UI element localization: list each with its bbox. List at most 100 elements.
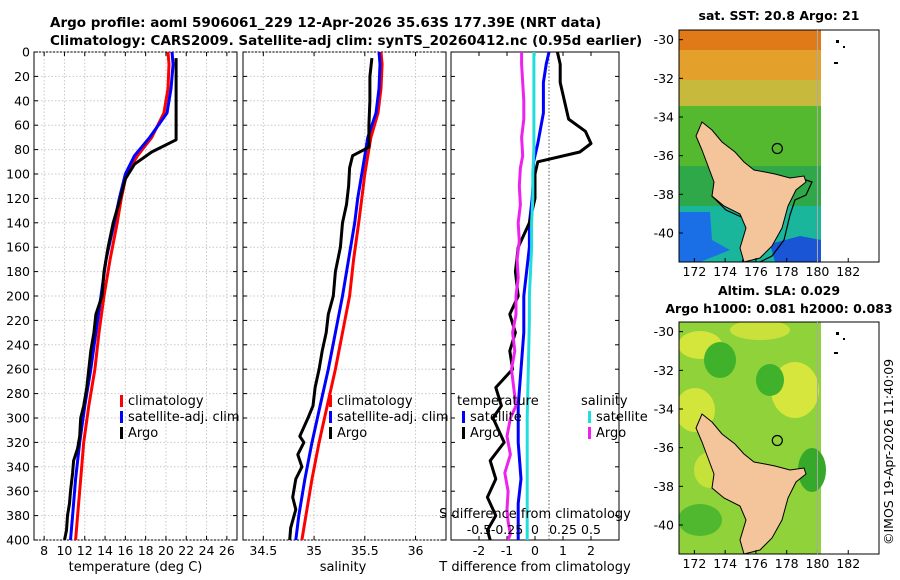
legend-label-climatology: climatology (128, 394, 204, 409)
map-y-tick-label: -40 (654, 518, 674, 533)
map-x-tick-label: 180 (806, 556, 830, 571)
map-y-tick-label: -40 (654, 226, 674, 241)
y-tick-label: 20 (14, 69, 30, 84)
temperature-ticks: 0 20 40 60 80 100 120 140 160 180 200 220 240 260 280 3… (6, 45, 237, 558)
salinity-difference-tick-label: 0.5 (581, 522, 601, 537)
legend-swatch-satellite-adj (120, 411, 123, 423)
x-tick-label: 12 (77, 543, 93, 558)
x-tick-label: 18 (138, 543, 154, 558)
map-y-tick-label: -36 (654, 148, 674, 163)
legend-label-satellite-adj: satellite-adj. clim (337, 410, 449, 425)
x-tick-label: 1 (559, 543, 567, 558)
series-line-climatology (74, 52, 171, 540)
sla-map: Altim. SLA: 0.029 Argo h1000: 0.081 h200… (654, 283, 893, 571)
sla-map-content (679, 322, 845, 554)
difference-panel: -2 -1 0 1 2 S difference from climatology -0… (438, 51, 648, 575)
map-y-tick-label: -38 (654, 187, 674, 202)
map-y-tick-label: -34 (654, 402, 674, 417)
legend-swatch-salinity-satellite (588, 411, 591, 423)
legend-label-satellite-adj: satellite-adj. clim (128, 410, 240, 425)
sla-anomaly (679, 504, 722, 536)
salinity-grid (243, 51, 446, 541)
difference-legend: temperature satellite Argo salinity sate… (457, 394, 648, 441)
x-tick-label: 14 (97, 543, 113, 558)
x-tick-label: -2 (473, 543, 485, 558)
difference-xlabel-salinity: S difference from climatology (439, 507, 631, 522)
map-y-tick-label: -36 (654, 440, 674, 455)
y-tick-label: 260 (6, 362, 30, 377)
y-tick-label: 60 (14, 118, 30, 133)
x-tick-label: 16 (117, 543, 133, 558)
y-tick-label: 160 (6, 240, 30, 255)
legend-label-temperature-argo: Argo (470, 426, 500, 441)
salinity-difference-tick-label: -0.5 (467, 522, 491, 537)
temperature-grid (34, 51, 237, 541)
legend-label-argo: Argo (337, 426, 367, 441)
y-tick-label: 140 (6, 215, 30, 230)
map-y-tick-label: -32 (654, 71, 674, 86)
sst-map-title: sat. SST: 20.8 Argo: 21 (699, 8, 860, 23)
sst-map-content (679, 30, 845, 262)
map-x-tick-label: 174 (713, 556, 737, 571)
map-y-tick-label: -34 (654, 110, 674, 125)
y-tick-label: 360 (6, 484, 30, 499)
salinity-panel: 34.5 35 35.5 36 salinity climatology satell… (242, 51, 449, 575)
float-position-marker (771, 434, 783, 447)
difference-lines (485, 52, 593, 540)
salinity-ticks: 34.5 35 35.5 36 (243, 51, 446, 558)
sla-map-title-line2: Argo h1000: 0.081 h2000: 0.083 (665, 301, 892, 316)
y-tick-label: 340 (6, 459, 30, 474)
sst-map: sat. SST: 20.8 Argo: 21 172 174 176 178 180 1… (654, 8, 880, 279)
x-tick-label: 24 (199, 543, 215, 558)
island (836, 332, 839, 335)
legend-title-temperature: temperature (457, 394, 539, 409)
y-tick-label: 220 (6, 313, 30, 328)
x-tick-label: -1 (501, 543, 513, 558)
credit-text: ©IMOS 19-Apr-2026 11:40:09 (881, 359, 896, 545)
legend-swatch-argo (329, 427, 332, 439)
sst-cold-patch (679, 212, 730, 262)
map-y-tick-label: -38 (654, 479, 674, 494)
y-tick-label: 320 (6, 435, 30, 450)
map-y-tick-label: -30 (654, 324, 674, 339)
map-x-tick-label: 178 (775, 556, 799, 571)
temperature-legend: climatology satellite-adj. clim Argo (120, 394, 240, 441)
series-line-satellite-adj-clim (294, 52, 382, 540)
x-tick-label: 35 (306, 543, 322, 558)
sla-anomaly (798, 448, 826, 492)
map-y-tick-label: -32 (654, 363, 674, 378)
series-line-temperature-argo (485, 52, 593, 540)
y-tick-label: 280 (6, 386, 30, 401)
y-tick-label: 380 (6, 508, 30, 523)
x-tick-label: 10 (56, 543, 72, 558)
legend-swatch-salinity-argo (588, 427, 591, 439)
legend-swatch-argo (120, 427, 123, 439)
legend-swatch-temperature-satellite (462, 411, 465, 423)
figure-title-line1: Argo profile: aoml 5906061_229 12-Apr-20… (50, 15, 601, 31)
sst-map-ticks: 172 174 176 178 180 182 -30 -32 -34 -36 -38 -40 (654, 30, 860, 279)
map-y-tick-label: -30 (654, 32, 674, 47)
map-x-tick-label: 182 (836, 556, 860, 571)
y-tick-label: 0 (22, 45, 30, 60)
salinity-difference-tick-label: 0 (531, 522, 539, 537)
x-tick-label: 8 (40, 543, 48, 558)
x-tick-label: 0 (531, 543, 539, 558)
map-x-tick-label: 172 (682, 556, 706, 571)
legend-label-temperature-satellite: satellite (470, 410, 522, 425)
x-tick-label: 35.5 (351, 543, 379, 558)
y-tick-label: 400 (6, 533, 30, 548)
map-x-tick-label: 174 (713, 264, 737, 279)
y-tick-label: 80 (14, 142, 30, 157)
y-tick-label: 180 (6, 264, 30, 279)
y-tick-label: 200 (6, 289, 30, 304)
map-x-tick-label: 180 (806, 264, 830, 279)
island (834, 62, 838, 64)
sla-map-ticks: 172 174 176 178 180 182 -30 -32 -34 -36 -38 -40 (654, 322, 860, 571)
legend-swatch-climatology (120, 395, 123, 407)
series-line-argo (63, 58, 178, 540)
x-tick-label: 26 (219, 543, 235, 558)
sst-map-frame (678, 29, 880, 263)
float-position-marker (771, 142, 783, 155)
sla-anomaly (756, 364, 784, 396)
